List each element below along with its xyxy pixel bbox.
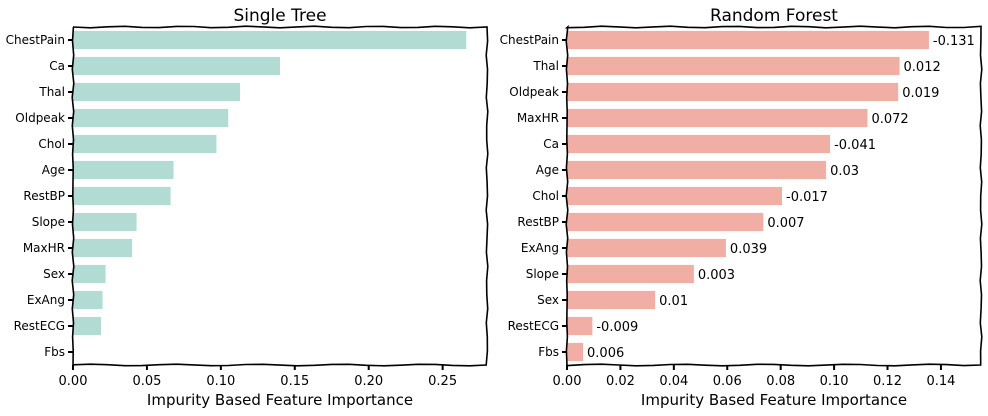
bar-chol — [73, 134, 217, 154]
bar-thal — [73, 82, 241, 102]
bar-sex — [567, 290, 656, 310]
category-label: Ca — [49, 59, 65, 73]
single-tree-chart: Single Tree ChestPain Ca Thal Oldpeak Chol Age… — [6, 6, 489, 409]
data-label: 0.039 — [730, 242, 767, 257]
bar-slope — [567, 264, 694, 284]
data-label: 0.012 — [904, 60, 941, 75]
bar-restecg — [567, 316, 593, 336]
category-label: MaxHR — [23, 241, 65, 255]
bar-slope — [73, 212, 137, 232]
data-label: 0.019 — [902, 86, 939, 101]
x-tick-label: 0.06 — [713, 374, 742, 389]
data-label: 0.003 — [698, 268, 735, 283]
category-label: Ca — [543, 137, 559, 151]
bar-oldpeak — [567, 82, 899, 102]
category-label: Fbs — [538, 345, 559, 359]
bar-age — [567, 160, 827, 180]
x-tick-label: 0.15 — [280, 374, 309, 389]
bar-oldpeak — [73, 108, 229, 128]
category-label: ChestPain — [6, 33, 65, 47]
bar-restecg — [73, 316, 102, 336]
bar-restbp — [73, 186, 171, 206]
category-label: Oldpeak — [15, 111, 65, 125]
data-label: 0.007 — [767, 216, 804, 231]
bar-chestpain — [567, 30, 929, 50]
category-label: Sex — [537, 293, 559, 307]
category-label: Oldpeak — [509, 85, 559, 99]
x-tick-label: 0.08 — [766, 374, 795, 389]
bar-restbp — [567, 212, 764, 232]
category-label: Age — [42, 163, 65, 177]
category-label: RestBP — [23, 189, 65, 203]
data-label: -0.041 — [834, 138, 876, 153]
x-tick-label: 0.00 — [59, 374, 88, 389]
category-label: Chol — [38, 137, 65, 151]
x-tick-label: 0.14 — [926, 374, 955, 389]
bar-exang — [73, 290, 103, 310]
x-tick-label: 0.04 — [659, 374, 688, 389]
category-label: Slope — [526, 267, 559, 281]
x-axis-label: Impurity Based Feature Importance — [641, 391, 907, 409]
data-label: -0.017 — [786, 190, 828, 205]
category-label: RestECG — [508, 319, 559, 333]
category-label: Fbs — [44, 345, 65, 359]
category-label: ChestPain — [500, 33, 559, 47]
x-tick-label: 0.02 — [606, 374, 635, 389]
data-label: 0.006 — [587, 346, 624, 361]
bar-sex — [73, 264, 106, 284]
x-tick-label: 0.10 — [820, 374, 849, 389]
category-label: ExAng — [27, 293, 65, 307]
bar-age — [73, 160, 174, 180]
plot-frame — [564, 25, 983, 367]
bar-maxhr — [567, 108, 868, 128]
category-label: Age — [536, 163, 559, 177]
x-tick-label: 0.05 — [132, 374, 161, 389]
category-label: RestBP — [517, 215, 559, 229]
category-label: Thal — [532, 59, 559, 73]
category-label: ExAng — [521, 241, 559, 255]
random-forest-chart: Random Forest ChestPain -0.131 Thal 0.012 Old… — [500, 6, 983, 409]
x-tick-label: 0.00 — [553, 374, 582, 389]
x-tick-label: 0.25 — [428, 374, 457, 389]
bar-maxhr — [73, 238, 133, 258]
data-label: 0.072 — [871, 112, 908, 127]
category-label: Sex — [43, 267, 65, 281]
data-label: -0.131 — [933, 34, 975, 49]
chart-title: Random Forest — [710, 6, 838, 26]
data-label: 0.01 — [659, 294, 688, 309]
x-tick-label: 0.20 — [354, 374, 383, 389]
category-label: RestECG — [14, 319, 65, 333]
bar-exang — [567, 238, 726, 258]
category-label: MaxHR — [517, 111, 559, 125]
bar-chol — [567, 186, 783, 206]
x-axis-label: Impurity Based Feature Importance — [147, 391, 413, 409]
x-tick-label: 0.12 — [873, 374, 902, 389]
x-tick-label: 0.10 — [206, 374, 235, 389]
bar-thal — [567, 56, 900, 76]
category-label: Chol — [532, 189, 559, 203]
chart-title: Single Tree — [233, 6, 326, 26]
data-label: 0.03 — [830, 164, 859, 179]
plot-frame — [71, 25, 489, 367]
category-label: Slope — [32, 215, 65, 229]
bar-ca — [567, 134, 831, 154]
bar-fbs — [567, 342, 584, 362]
bar-chestpain — [73, 30, 467, 50]
data-label: -0.009 — [596, 320, 638, 335]
category-label: Thal — [38, 85, 65, 99]
bar-ca — [73, 56, 280, 76]
